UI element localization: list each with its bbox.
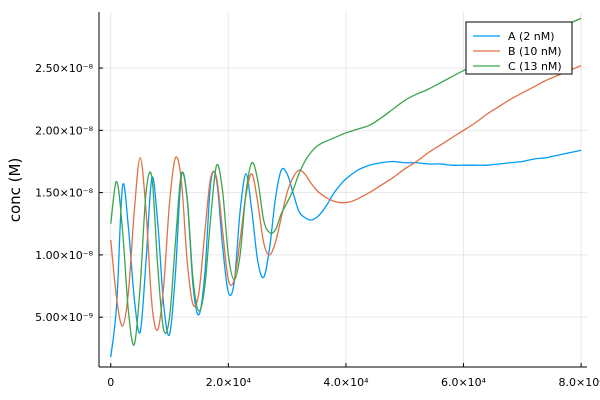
y-tick-label: 5.00×10⁻⁹ (35, 311, 93, 324)
x-tick-label: 2.0×10⁴ (206, 376, 252, 389)
y-axis-title: conc (M) (6, 158, 24, 223)
legend-box (465, 21, 573, 75)
legend: A (2 nM) B (10 nM) C (13 nM) (465, 21, 573, 75)
legend-label: C (13 nM) (508, 60, 562, 73)
y-tick-label: 1.00×10⁻⁸ (35, 249, 94, 262)
legend-label: B (10 nM) (508, 45, 562, 58)
x-tick-label: 6.0×10⁴ (441, 376, 487, 389)
y-tick-label: 2.00×10⁻⁸ (35, 124, 94, 137)
x-tick-label: 0 (107, 376, 114, 389)
tick-labels: 0 2.0×10⁴ 4.0×10⁴ 6.0×10⁴ 8.0×10⁴ 5.00×10⁻⁹ 1.… (35, 62, 600, 389)
series-line-1 (110, 149, 582, 358)
x-tick-label: 4.0×10⁴ (323, 376, 369, 389)
legend-label: A (2 nM) (508, 30, 555, 43)
y-tick-label: 2.50×10⁻⁸ (35, 62, 94, 75)
x-tick-label: 8.0×10⁴ (559, 376, 600, 389)
series-line-2 (110, 64, 582, 331)
series-layer (110, 17, 582, 358)
y-tick-label: 1.50×10⁻⁸ (35, 187, 94, 200)
axes (98, 12, 587, 368)
series-line-3 (110, 17, 582, 346)
